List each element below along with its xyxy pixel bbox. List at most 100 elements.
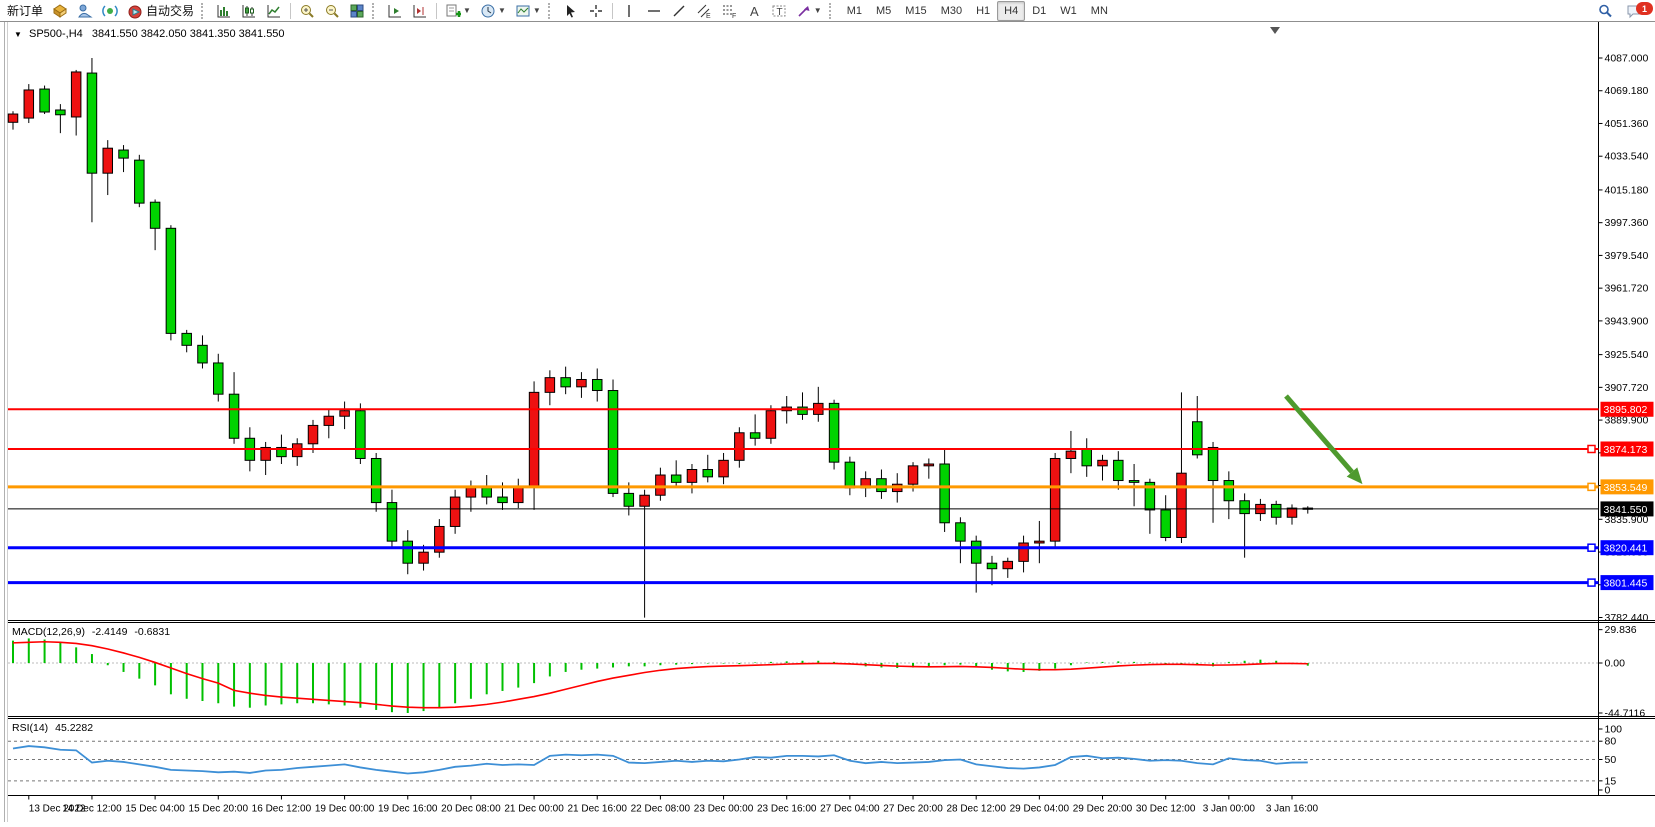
macd-indicator-label: MACD(12,26,9) -2.4149 -0.6831 — [12, 626, 170, 638]
candle-bearish — [749, 432, 761, 439]
candle-bearish — [497, 496, 508, 504]
candle-bullish — [339, 410, 350, 417]
timeframe-button-m1[interactable]: M1 — [846, 4, 862, 17]
time-tick-label: 20 Dec 08:00 — [441, 804, 501, 815]
candles-icon[interactable] — [237, 1, 261, 20]
trader-icon[interactable] — [73, 1, 97, 20]
search-icon[interactable] — [1593, 1, 1617, 20]
timeframe-button-w1[interactable]: W1 — [1060, 4, 1077, 17]
time-tick-label: 15 Dec 20:00 — [189, 804, 249, 815]
rsi-tick-label: 15 — [1605, 775, 1617, 787]
timeframe-button-h1[interactable]: H1 — [976, 4, 991, 17]
arrow-annotation-head[interactable] — [1346, 467, 1363, 485]
price-tick-label: 4069.180 — [1605, 85, 1649, 97]
price-line-label: 3841.550 — [1604, 504, 1648, 516]
candle-bullish — [655, 474, 666, 496]
candle-bullish — [434, 525, 445, 553]
candle-bearish — [591, 378, 603, 392]
time-tick-label: 28 Dec 12:00 — [946, 804, 1006, 815]
price-tick-label: 3835.900 — [1605, 514, 1649, 526]
fibonacci-icon[interactable]: F — [717, 1, 741, 20]
text-label-icon[interactable]: T — [767, 1, 791, 20]
candle-bearish — [876, 478, 887, 493]
time-tick-label: 22 Dec 08:00 — [631, 804, 691, 815]
zoom-in-icon[interactable] — [295, 1, 319, 20]
trendline-icon[interactable] — [667, 1, 691, 20]
toolbar-grip[interactable] — [828, 2, 835, 19]
channel-icon[interactable]: E — [692, 1, 716, 20]
line-handle[interactable] — [1587, 482, 1596, 492]
crosshair-icon[interactable] — [584, 1, 608, 20]
chart-shift-marker[interactable] — [1270, 27, 1280, 34]
hline-icon[interactable] — [642, 1, 666, 20]
candle-bullish — [1065, 450, 1077, 459]
broadcast-icon[interactable] — [98, 1, 122, 20]
candle-bearish — [481, 487, 492, 498]
candle-bearish — [1081, 448, 1092, 467]
line-chart-icon[interactable] — [262, 1, 286, 20]
period-button[interactable]: ▼ — [476, 1, 510, 20]
ohlc-values: 3841.550 3842.050 3841.350 3841.550 — [91, 28, 285, 40]
candle-bullish — [576, 378, 587, 388]
new-order-button[interactable]: 新订单 — [3, 1, 47, 20]
candle-bearish — [670, 474, 682, 483]
timeframe-button-d1[interactable]: D1 — [1032, 4, 1047, 17]
timeframe-button-mn[interactable]: MN — [1090, 4, 1108, 17]
bar-chart-icon[interactable] — [212, 1, 236, 20]
template-button[interactable]: ▼ — [511, 1, 545, 20]
timeframe-toolbar: M1 M5 M15 M30 H1 H4 D1 W1 MN — [840, 0, 1115, 21]
chart-canvas[interactable]: 4087.000 4069.180 4051.360 4033.540 4015.180… — [0, 22, 1655, 822]
toolbar-grip[interactable] — [372, 2, 378, 19]
toolbar-grip[interactable] — [201, 2, 207, 19]
candle-bullish — [260, 446, 271, 461]
line-handle[interactable] — [1587, 578, 1596, 587]
time-tick-label: 29 Dec 20:00 — [1073, 804, 1133, 815]
candle-bearish — [986, 562, 998, 570]
line-handle[interactable] — [1587, 543, 1596, 552]
candle-bearish — [607, 390, 619, 494]
symbol-dropdown-icon[interactable]: ▼ — [14, 30, 22, 39]
price-line-label: 3874.173 — [1604, 444, 1648, 456]
price-line-label-box — [1600, 441, 1654, 457]
candle-bearish — [86, 72, 98, 174]
timeframe-button-m15[interactable]: M15 — [905, 4, 927, 17]
vline-icon[interactable] — [617, 1, 641, 20]
candle-bullish — [734, 432, 745, 461]
rsi-indicator-label: RSI(14) 45.2282 — [12, 722, 93, 734]
price-tick-label: 3782.440 — [1605, 612, 1649, 624]
time-tick-label: 19 Dec 00:00 — [315, 804, 375, 815]
add-indicator-button[interactable]: ▼ — [441, 1, 475, 20]
candle-bearish — [955, 522, 966, 542]
price-tick-label: 4087.000 — [1605, 53, 1649, 65]
candle-bearish — [1144, 481, 1156, 511]
time-tick-label: 16 Dec 12:00 — [252, 804, 312, 815]
autotrading-button[interactable]: 自动交易 — [123, 1, 198, 20]
zoom-out-icon[interactable] — [320, 1, 344, 20]
arrow-annotation[interactable] — [1284, 394, 1354, 474]
timeframe-button-h4[interactable]: H4 — [997, 0, 1026, 21]
tile-windows-icon[interactable] — [345, 1, 369, 20]
price-tick-label: 4051.360 — [1605, 118, 1649, 130]
arrows-icon[interactable]: ▼ — [792, 1, 826, 20]
time-tick-label: 23 Dec 16:00 — [757, 804, 817, 815]
timeframe-button-m30[interactable]: M30 — [940, 4, 963, 17]
candle-bearish — [1223, 480, 1235, 502]
macd-tick-label: 29.836 — [1605, 624, 1637, 636]
text-icon[interactable]: A — [742, 1, 766, 20]
toolbar-grip[interactable] — [547, 2, 554, 19]
line-handle[interactable] — [1587, 444, 1596, 454]
price-line-label-box — [1600, 401, 1654, 417]
candle-bullish — [291, 443, 303, 458]
gold-cube-icon[interactable] — [48, 1, 72, 20]
timeframe-button-m5[interactable]: M5 — [876, 4, 892, 17]
chart-shift-icon[interactable] — [408, 1, 432, 20]
chat-icon[interactable]: 1 — [1618, 1, 1653, 20]
candle-bullish — [1049, 457, 1061, 542]
price-tick-label: 3961.720 — [1605, 283, 1649, 295]
svg-text:T: T — [776, 7, 782, 18]
chart-window: 4087.000 4069.180 4051.360 4033.540 4015.180… — [0, 22, 1655, 822]
candle-bearish — [1160, 509, 1171, 538]
cursor-icon[interactable] — [559, 1, 583, 20]
candle-bearish — [134, 159, 145, 204]
autoscroll-icon[interactable] — [383, 1, 407, 20]
